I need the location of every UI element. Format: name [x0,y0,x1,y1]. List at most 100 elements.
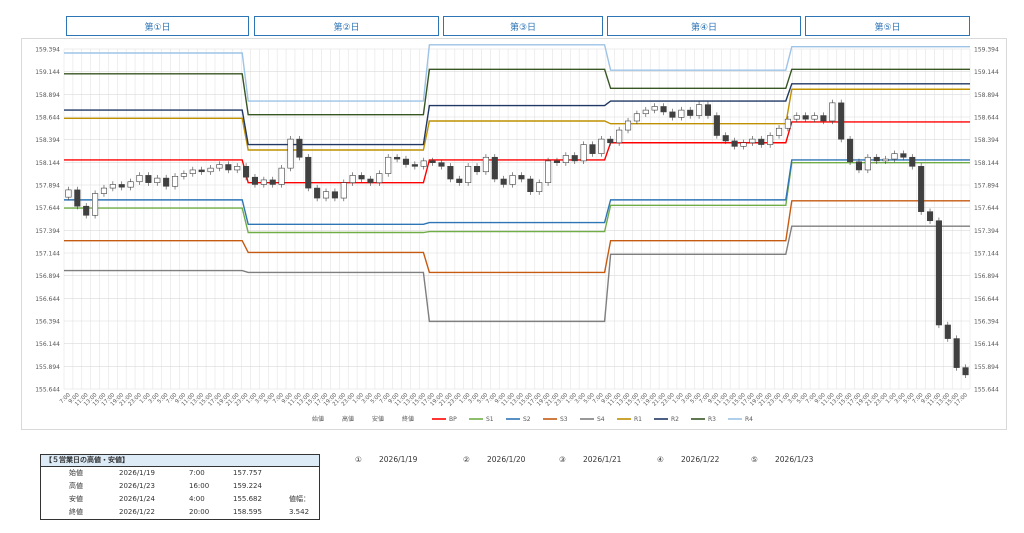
day-date: 2026/1/21 [583,455,622,464]
candle-body [127,181,134,188]
candle-body [953,338,960,368]
candle-body [234,166,241,171]
summary-label: 安値 [69,495,83,503]
candle-body [633,113,640,122]
summary-date: 2026/1/23 [119,482,155,490]
y-tick-label-left: 158.394 [35,137,60,144]
legend-label: R3 [708,416,716,423]
candle-body [340,182,347,199]
y-tick-label-right: 158.144 [974,160,999,167]
candle-body [509,175,516,185]
legend-label: 安値 [372,415,384,423]
legend-label: 高値 [342,415,354,423]
summary-time: 20:00 [189,508,210,516]
y-tick-label-right: 156.644 [974,296,999,303]
candle-body [687,109,694,116]
candle-body [820,115,827,122]
candle-body [536,182,543,193]
day-tab-1[interactable]: 第①日 [66,16,249,36]
day-date: 2026/1/20 [487,455,526,464]
candle-body [216,164,223,169]
candle-body [349,175,356,183]
candlestick-pivot-chart: 159.394 159.394 159.144 159.144 158.894 158.8… [35,44,999,423]
candle-body [260,179,267,185]
summary-label: 高値 [69,482,83,490]
candle-body [624,120,632,131]
candle-body [296,138,303,158]
summary-value: 157.757 [233,469,262,477]
y-tick-label-right: 157.144 [974,251,999,258]
summary-value: 155.682 [233,495,262,503]
candle-body [74,189,81,207]
day-date: 2026/1/22 [681,455,720,464]
candle-body [918,166,925,212]
day-mark: ⑤ [751,455,758,464]
y-tick-label-left: 156.894 [35,273,60,280]
y-tick-label-right: 156.144 [974,341,999,348]
day-tab-5[interactable]: 第⑤日 [805,16,970,36]
pivot-line-r1 [64,88,970,151]
chart-frame: 159.394 159.394 159.144 159.144 158.894 158.8… [21,38,1007,430]
legend-label: BP [449,416,457,423]
candle-body [793,115,800,120]
summary-label: 終値 [69,508,83,516]
candle-body [651,106,658,111]
day-mark: ② [463,455,470,464]
candle-body [136,175,143,183]
y-tick-label-right: 156.394 [974,319,999,326]
candle-body [376,173,383,183]
candle-body [269,179,276,185]
candle-body [394,156,401,160]
candle-body [775,127,783,136]
candle-body [429,160,436,163]
day-tabs: 第①日 第②日 第③日 第④日 第⑤日 [0,0,1024,40]
candle-body [518,175,525,180]
candle-body [571,155,578,162]
y-tick-label-right: 157.894 [974,183,999,190]
y-tick-label-left: 159.144 [35,69,60,76]
candle-body [491,156,498,180]
pivot-line-r3 [64,68,970,116]
candle-body [855,161,863,171]
candle-body [607,138,614,144]
candle-body [891,153,898,160]
day-tab-2[interactable]: 第②日 [254,16,439,36]
legend-label: S4 [597,416,605,423]
candle-body [731,140,738,147]
candle-body [660,106,667,113]
candle-body [118,184,125,188]
day-date: 2026/1/19 [379,455,418,464]
candle-body [882,158,889,162]
summary-label: 始値 [69,469,83,477]
candle-body [180,173,187,177]
y-tick-label-right: 156.894 [974,273,999,280]
candle-body [482,156,489,173]
candle-body [402,158,410,165]
summary-date: 2026/1/19 [119,469,155,477]
candle-body [562,155,569,163]
day-tab-4[interactable]: 第④日 [607,16,801,36]
day-tab-3[interactable]: 第③日 [443,16,603,36]
y-tick-label-right: 158.894 [974,92,999,99]
y-tick-label-right: 157.394 [974,228,999,235]
y-tick-label-left: 157.144 [35,251,60,258]
summary-time: 7:00 [189,469,205,477]
candle-body [669,111,676,118]
candle-body [145,175,152,183]
candle-body [420,160,427,167]
candle-body [251,176,259,185]
candle-body [553,160,561,163]
candle-body [713,115,720,136]
y-tick-label-left: 155.894 [35,364,60,371]
y-tick-label-left: 156.394 [35,319,60,326]
candle-body [198,169,205,173]
day-mark: ④ [657,455,664,464]
legend-label: R2 [671,416,679,423]
summary-time: 16:00 [189,482,210,490]
candle-body [829,102,836,122]
candle-body [189,169,196,174]
candle-body [314,187,321,199]
summary-range: 値幅：3.542 [289,495,310,516]
y-tick-label-left: 158.894 [35,92,60,99]
candle-body [642,109,649,115]
